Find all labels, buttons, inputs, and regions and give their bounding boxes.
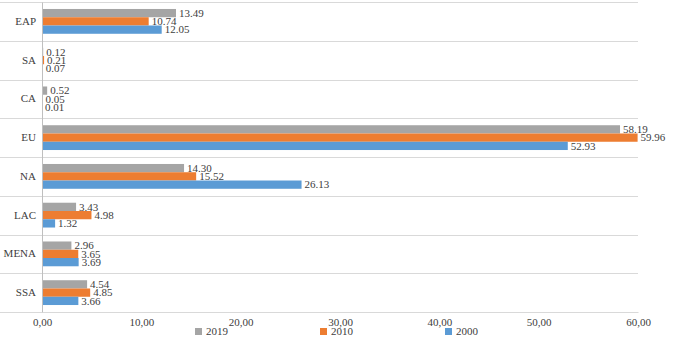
bar — [42, 219, 55, 227]
axis-line — [42, 3, 43, 313]
legend-swatch — [445, 328, 452, 335]
bar — [42, 258, 79, 266]
tick: 60,00 — [626, 312, 651, 328]
legend-item: 2000 — [445, 325, 479, 337]
tick-label: EAP — [15, 15, 36, 27]
legend: 2019 2010 2000 — [195, 325, 479, 337]
tick-label: 50,00 — [527, 316, 552, 328]
data-label: 52.93 — [571, 140, 596, 152]
category-separator — [0, 273, 638, 274]
tick: MENA — [4, 247, 42, 259]
legend-label: 2019 — [206, 325, 229, 337]
tick-label: EU — [21, 131, 36, 143]
category-separator — [0, 2, 638, 3]
tick-label: SSA — [16, 286, 36, 298]
tick-label: 40,00 — [427, 316, 452, 328]
data-label: 59.96 — [641, 131, 666, 143]
bar — [42, 133, 638, 141]
legend-label: 2010 — [331, 325, 354, 337]
data-label: 13.49 — [179, 7, 204, 19]
category-separator — [0, 80, 638, 81]
tick: SA — [22, 54, 42, 66]
bar — [42, 297, 78, 305]
category-separator — [0, 312, 638, 313]
tick-label: NA — [20, 170, 36, 182]
category-separator — [0, 235, 638, 236]
tick-label: 0,00 — [33, 316, 53, 328]
tick: 0,00 — [33, 312, 53, 328]
chart: 13.490.120.5258.1914.303.432.964.5410.74… — [0, 0, 685, 343]
legend-item: 2010 — [320, 325, 354, 337]
legend-swatch — [195, 328, 202, 335]
category-axis: EAP SA CA EU NA LAC MENA SSA — [4, 3, 43, 313]
bar — [42, 142, 568, 150]
bar — [42, 250, 78, 258]
tick-label: 20,00 — [229, 316, 254, 328]
bar — [42, 280, 87, 288]
tick: SSA — [16, 286, 42, 298]
data-label: 4.98 — [94, 209, 114, 221]
bar — [42, 164, 184, 172]
data-label: 1.32 — [58, 217, 77, 229]
tick: 10,00 — [129, 312, 154, 328]
bar — [42, 17, 149, 25]
category-separator — [0, 196, 638, 197]
tick-label: 60,00 — [626, 316, 651, 328]
tick: NA — [20, 170, 42, 182]
bar — [42, 181, 302, 189]
category-separator — [0, 41, 638, 42]
legend-item: 2019 — [195, 325, 229, 337]
data-label: 0.07 — [46, 62, 66, 74]
bar-series — [42, 9, 620, 289]
legend-label: 2000 — [456, 325, 479, 337]
tick-label: MENA — [4, 247, 36, 259]
bar — [42, 172, 196, 180]
bar — [42, 26, 162, 34]
tick: EU — [21, 131, 42, 143]
bar — [42, 125, 620, 133]
tick-label: LAC — [14, 209, 36, 221]
legend-swatch — [320, 328, 327, 335]
tick: LAC — [14, 209, 42, 221]
bar — [42, 203, 76, 211]
axis-line — [43, 312, 639, 313]
data-label: 3.69 — [82, 256, 102, 268]
tick: 40,00 — [427, 312, 452, 328]
tick: 20,00 — [229, 312, 254, 328]
tick: EAP — [15, 15, 42, 27]
tick-label: 10,00 — [129, 316, 154, 328]
data-labels: 13.490.120.5258.1914.303.432.964.5410.74… — [45, 7, 666, 307]
category-separators — [0, 3, 638, 313]
tick-label: CA — [21, 92, 36, 104]
data-label: 15.52 — [199, 170, 224, 182]
data-label: 12.05 — [165, 23, 190, 35]
bar — [42, 241, 71, 249]
data-label: 26.13 — [305, 178, 330, 190]
category-separator — [0, 118, 638, 119]
bar-series — [42, 26, 568, 306]
data-label: 0.01 — [45, 101, 64, 113]
category-separator — [0, 157, 638, 158]
bar-series — [42, 17, 638, 297]
tick: 50,00 — [527, 312, 552, 328]
bars — [42, 9, 638, 305]
tick-label: SA — [22, 54, 36, 66]
tick: CA — [21, 92, 42, 104]
data-label: 3.66 — [81, 295, 101, 307]
